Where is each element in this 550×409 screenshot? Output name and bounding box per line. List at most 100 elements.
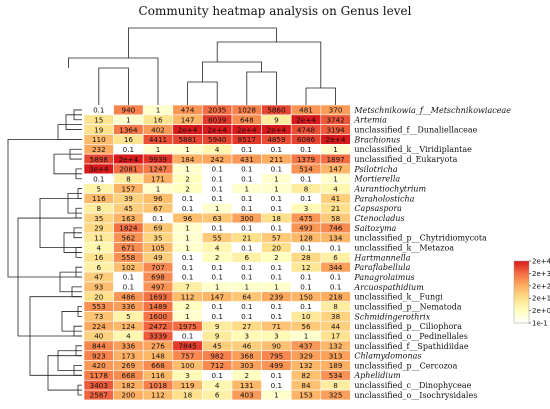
cell-value: 8 — [304, 184, 309, 193]
cell-value: 4 — [215, 381, 220, 390]
row-label: Ctenocladus — [354, 214, 404, 223]
cell-value: 218 — [329, 292, 343, 301]
column-dendrogram-branch — [202, 61, 262, 82]
cell-value: 9 — [215, 322, 220, 331]
column-dendrogram-branch — [305, 87, 336, 105]
cell-value: 982 — [210, 351, 224, 360]
cell-value: 11 — [94, 233, 103, 242]
cell-value: 45 — [124, 204, 133, 213]
cell-value: 8 — [97, 204, 102, 213]
cell-value: 6 — [333, 253, 338, 262]
cell-value: 16 — [153, 115, 163, 124]
cell-value: 0.1 — [300, 273, 311, 282]
cell-value: 148 — [151, 351, 165, 360]
cell-value: 269 — [122, 361, 136, 370]
cell-value: 20 — [272, 243, 282, 252]
cell-value: 18 — [272, 214, 282, 223]
cell-value: 1 — [215, 204, 220, 213]
cell-value: 10 — [301, 312, 311, 321]
cell-value: 0.1 — [241, 224, 252, 233]
cell-value: 119 — [181, 381, 195, 390]
row-dendrogram-branch — [57, 350, 82, 371]
row-dendrogram-branch — [65, 114, 82, 130]
row-dendrogram-branch — [61, 311, 82, 332]
cell-value: 1 — [185, 243, 190, 252]
cell-value: 2081 — [119, 165, 137, 174]
cell-value: 493 — [299, 224, 313, 233]
cell-value: 0.1 — [211, 273, 222, 282]
cell-value: 105 — [151, 243, 165, 252]
row-label: Arcuospathidium — [353, 283, 424, 292]
cell-value: 5940 — [208, 135, 227, 144]
cell-value: 671 — [122, 243, 136, 252]
row-label: Aurantiochytrium — [353, 184, 426, 193]
cell-value: 182 — [122, 381, 136, 390]
cell-value: 437 — [299, 342, 313, 351]
row-label: unclassified_p__Nematoda — [354, 302, 461, 311]
cell-value: 0.1 — [300, 194, 311, 203]
cell-value: 0.1 — [271, 224, 282, 233]
legend-label: 2e+0 — [532, 307, 550, 315]
cell-value: 0.1 — [271, 263, 282, 272]
row-label: unclassified_d_Eukaryota — [354, 155, 457, 164]
row-label: Hartmannella — [353, 253, 410, 262]
legend-label: 2e+2 — [532, 282, 550, 290]
cell-value: 131 — [240, 381, 254, 390]
cell-value: 1693 — [149, 292, 167, 301]
cell-value: 40 — [94, 332, 104, 341]
cell-value: 112 — [151, 391, 165, 400]
cell-value: 0.1 — [211, 263, 222, 272]
cell-value: 96 — [183, 214, 193, 223]
cell-value: 5881 — [178, 135, 196, 144]
cell-value: 3403 — [90, 381, 108, 390]
cell-value: 1 — [333, 145, 338, 154]
cell-value: 0.1 — [211, 312, 222, 321]
cell-value: 224 — [92, 322, 106, 331]
cell-value: 17 — [331, 332, 340, 341]
cell-value: 3339 — [149, 332, 168, 341]
cell-value: 8 — [333, 381, 338, 390]
cell-value: 0.1 — [123, 273, 134, 282]
cell-value: 28 — [301, 253, 311, 262]
cell-value: 2 — [185, 184, 190, 193]
cell-value: 0.1 — [241, 273, 252, 282]
column-dendrogram-branch — [98, 67, 129, 105]
cell-value: 211 — [270, 155, 284, 164]
cell-value: 163 — [122, 214, 136, 223]
cell-value: 49 — [153, 253, 163, 262]
cell-value: 93 — [94, 283, 103, 292]
cell-value: 5 — [97, 184, 102, 193]
cell-value: 8517 — [238, 135, 256, 144]
row-dendrogram-branch — [57, 124, 82, 140]
cell-value: 0.1 — [93, 174, 104, 183]
row-dendrogram-branch — [39, 197, 82, 248]
cell-value: 0.1 — [211, 194, 222, 203]
cell-value: 0.1 — [211, 224, 222, 233]
cell-value: 116 — [92, 194, 106, 203]
cell-value: 21 — [242, 233, 251, 242]
row-dendrogram-branch — [7, 139, 82, 278]
cell-value: 9 — [215, 332, 220, 341]
cell-value: 0.1 — [271, 381, 282, 390]
column-dendrogram-branch — [68, 57, 159, 105]
cell-value: 38 — [331, 312, 341, 321]
row-label: unclassified_p__Ciliophora — [354, 322, 462, 331]
cell-value: 5860 — [267, 106, 286, 115]
cell-value: 368 — [240, 351, 254, 360]
cell-value: 1 — [304, 332, 309, 341]
cell-value: 112 — [181, 292, 195, 301]
cell-value: 0.1 — [241, 145, 252, 154]
row-label: unclassified_o__Pedinellales — [354, 332, 468, 341]
cell-value: 923 — [92, 351, 106, 360]
cell-value: 795 — [270, 351, 284, 360]
cell-value: 4859 — [267, 135, 286, 144]
row-label: Panagrolaimus — [353, 273, 414, 282]
cell-value: 239 — [270, 292, 284, 301]
cell-value: 0.1 — [241, 174, 252, 183]
cell-value: 0.1 — [182, 204, 193, 213]
cell-value: 431 — [240, 155, 254, 164]
cell-value: 370 — [329, 106, 343, 115]
cell-value: 553 — [92, 302, 106, 311]
cell-value: 0.1 — [271, 204, 282, 213]
